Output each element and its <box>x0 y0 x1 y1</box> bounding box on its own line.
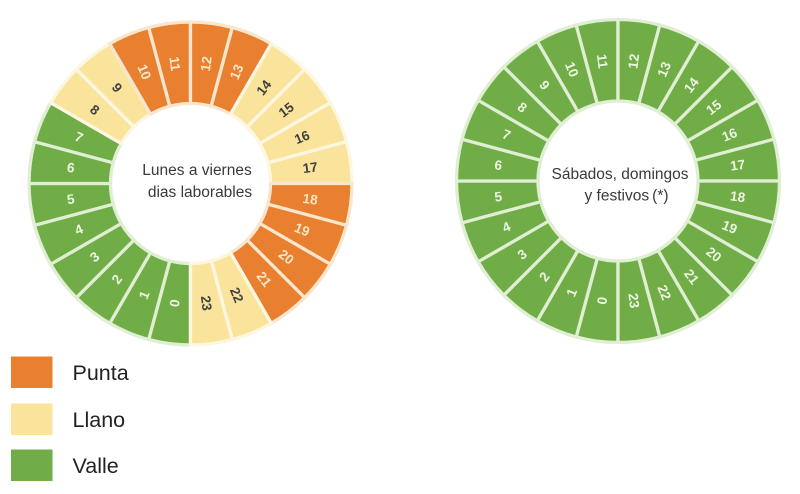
svg-text:19: 19 <box>292 220 312 240</box>
svg-text:23: 23 <box>625 292 642 309</box>
svg-text:Punta: Punta <box>73 361 129 385</box>
svg-text:22: 22 <box>654 283 674 303</box>
svg-text:6: 6 <box>494 157 504 173</box>
svg-text:0: 0 <box>594 296 610 305</box>
svg-text:5: 5 <box>494 189 504 205</box>
svg-text:10: 10 <box>134 62 154 82</box>
svg-text:Sábados, domingos: Sábados, domingos <box>551 166 688 183</box>
svg-text:17: 17 <box>302 159 319 176</box>
svg-text:6: 6 <box>66 160 76 176</box>
svg-text:13: 13 <box>654 59 674 79</box>
svg-text:10: 10 <box>562 60 582 80</box>
svg-text:5: 5 <box>66 191 76 207</box>
svg-text:22: 22 <box>227 285 247 305</box>
svg-text:13: 13 <box>227 62 247 82</box>
svg-text:12: 12 <box>625 53 642 70</box>
svg-text:Lunes a viernes: Lunes a viernes <box>142 162 252 179</box>
svg-text:16: 16 <box>720 125 740 145</box>
svg-text:19: 19 <box>720 217 740 237</box>
svg-text:Llano: Llano <box>73 408 126 432</box>
svg-text:20: 20 <box>276 246 297 267</box>
svg-text:20: 20 <box>703 244 724 265</box>
svg-text:0: 0 <box>167 299 183 308</box>
svg-text:17: 17 <box>729 157 746 174</box>
svg-text:23: 23 <box>198 295 215 312</box>
svg-text:y festivos (*): y festivos (*) <box>584 188 668 205</box>
svg-text:dias laborables: dias laborables <box>148 184 253 201</box>
svg-text:11: 11 <box>166 56 183 73</box>
svg-text:18: 18 <box>302 191 319 208</box>
svg-text:12: 12 <box>198 55 215 72</box>
svg-text:11: 11 <box>594 53 611 70</box>
svg-text:Valle: Valle <box>73 454 119 478</box>
svg-text:16: 16 <box>292 127 312 147</box>
svg-text:18: 18 <box>729 188 746 205</box>
